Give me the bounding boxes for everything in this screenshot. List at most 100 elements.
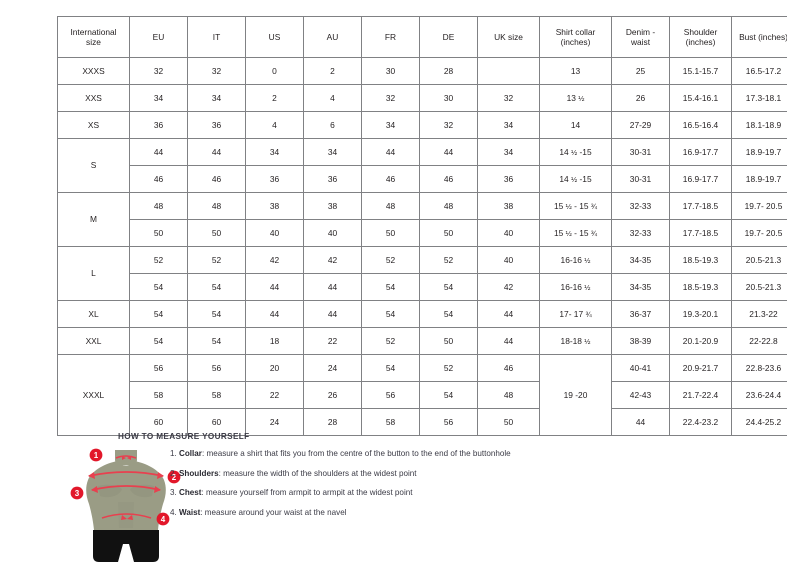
cell-fr: 48	[362, 193, 420, 220]
measure-instruction-item: 4. Waist: measure around your waist at t…	[170, 509, 770, 517]
cell-au: 40	[304, 220, 362, 247]
marker-4: 4	[157, 513, 170, 526]
cell-denim-waist: 36-37	[612, 301, 670, 328]
cell-it: 54	[188, 274, 246, 301]
column-header-au: AU	[304, 17, 362, 58]
cell-eu: 34	[130, 85, 188, 112]
cell-eu: 56	[130, 355, 188, 382]
cell-shirt-collar: 15 ½ - 15 ¾	[540, 220, 612, 247]
cell-it: 44	[188, 139, 246, 166]
cell-de: 54	[420, 274, 478, 301]
cell-au: 44	[304, 301, 362, 328]
header-line-2: waist	[631, 37, 650, 47]
cell-shirt-collar: 16-16 ½	[540, 274, 612, 301]
cell-de: 52	[420, 247, 478, 274]
instruction-term: Shoulders	[179, 469, 219, 478]
cell-shoulder: 16.9-17.7	[670, 139, 732, 166]
cell-bust: 20.5-21.3	[732, 274, 787, 301]
cell-fr: 46	[362, 166, 420, 193]
measure-instruction-item: 1. Collar: measure a shirt that fits you…	[170, 450, 770, 458]
cell-eu: 32	[130, 58, 188, 85]
marker-1-label: 1	[94, 451, 99, 460]
cell-de: 50	[420, 220, 478, 247]
cell-fr: 30	[362, 58, 420, 85]
cell-uk-size: 34	[478, 112, 540, 139]
cell-bust: 23.6-24.4	[732, 382, 787, 409]
cell-eu: 58	[130, 382, 188, 409]
cell-denim-waist: 40-41	[612, 355, 670, 382]
cell-denim-waist: 38-39	[612, 328, 670, 355]
cell-eu: 46	[130, 166, 188, 193]
cell-denim-waist: 25	[612, 58, 670, 85]
cell-de: 50	[420, 328, 478, 355]
cell-bust: 18.1-18.9	[732, 112, 787, 139]
cell-it: 58	[188, 382, 246, 409]
cell-eu: 54	[130, 301, 188, 328]
cell-uk-size: 36	[478, 166, 540, 193]
cell-us: 42	[246, 247, 304, 274]
cell-it: 36	[188, 112, 246, 139]
cell-au: 44	[304, 274, 362, 301]
cell-denim-waist: 34-35	[612, 247, 670, 274]
cell-shirt-collar: 13	[540, 58, 612, 85]
instruction-text: : measure the width of the shoulders at …	[219, 469, 417, 478]
cell-us: 40	[246, 220, 304, 247]
cell-uk-size: 32	[478, 85, 540, 112]
cell-de: 30	[420, 85, 478, 112]
instruction-number: 1.	[170, 449, 177, 458]
cell-shirt-collar: 14 ½ -15	[540, 139, 612, 166]
cell-shirt-collar: 14 ½ -15	[540, 166, 612, 193]
table-header-row: International size EU IT US AU FR DE UK …	[58, 17, 787, 58]
cell-au: 22	[304, 328, 362, 355]
column-header-bust: Bust (inches)	[732, 17, 787, 58]
cell-shoulder: 16.5-16.4	[670, 112, 732, 139]
cell-uk-size: 48	[478, 382, 540, 409]
cell-us: 4	[246, 112, 304, 139]
header-line-1: International	[70, 27, 116, 37]
cell-shoulder: 17.7-18.5	[670, 193, 732, 220]
cell-it: 52	[188, 247, 246, 274]
cell-de: 32	[420, 112, 478, 139]
cell-shoulder: 17.7-18.5	[670, 220, 732, 247]
cell-international-size: XXS	[58, 85, 130, 112]
instruction-text: : measure around your waist at the navel	[200, 508, 346, 517]
cell-uk-size: 34	[478, 139, 540, 166]
cell-bust: 16.5-17.2	[732, 58, 787, 85]
cell-it: 54	[188, 301, 246, 328]
cell-bust: 17.3-18.1	[732, 85, 787, 112]
cell-eu: 48	[130, 193, 188, 220]
cell-uk-size	[478, 58, 540, 85]
measure-instructions-list: 1. Collar: measure a shirt that fits you…	[170, 450, 770, 528]
cell-de: 28	[420, 58, 478, 85]
instruction-term: Waist	[179, 508, 200, 517]
cell-denim-waist: 30-31	[612, 166, 670, 193]
cell-bust: 21.3-22	[732, 301, 787, 328]
size-chart-table: International size EU IT US AU FR DE UK …	[57, 16, 787, 436]
cell-eu: 54	[130, 274, 188, 301]
marker-1: 1	[90, 449, 103, 462]
column-header-shoulder: Shoulder (inches)	[670, 17, 732, 58]
cell-it: 46	[188, 166, 246, 193]
cell-au: 42	[304, 247, 362, 274]
column-header-denim-waist: Denim - waist	[612, 17, 670, 58]
cell-uk-size: 44	[478, 301, 540, 328]
instruction-term: Chest	[179, 488, 202, 497]
cell-international-size: M	[58, 193, 130, 247]
cell-shoulder: 15.1-15.7	[670, 58, 732, 85]
cell-international-size: XL	[58, 301, 130, 328]
cell-fr: 50	[362, 220, 420, 247]
cell-fr: 56	[362, 382, 420, 409]
cell-fr: 52	[362, 247, 420, 274]
cell-us: 18	[246, 328, 304, 355]
column-header-international-size: International size	[58, 17, 130, 58]
cell-au: 26	[304, 382, 362, 409]
cell-international-size: L	[58, 247, 130, 301]
